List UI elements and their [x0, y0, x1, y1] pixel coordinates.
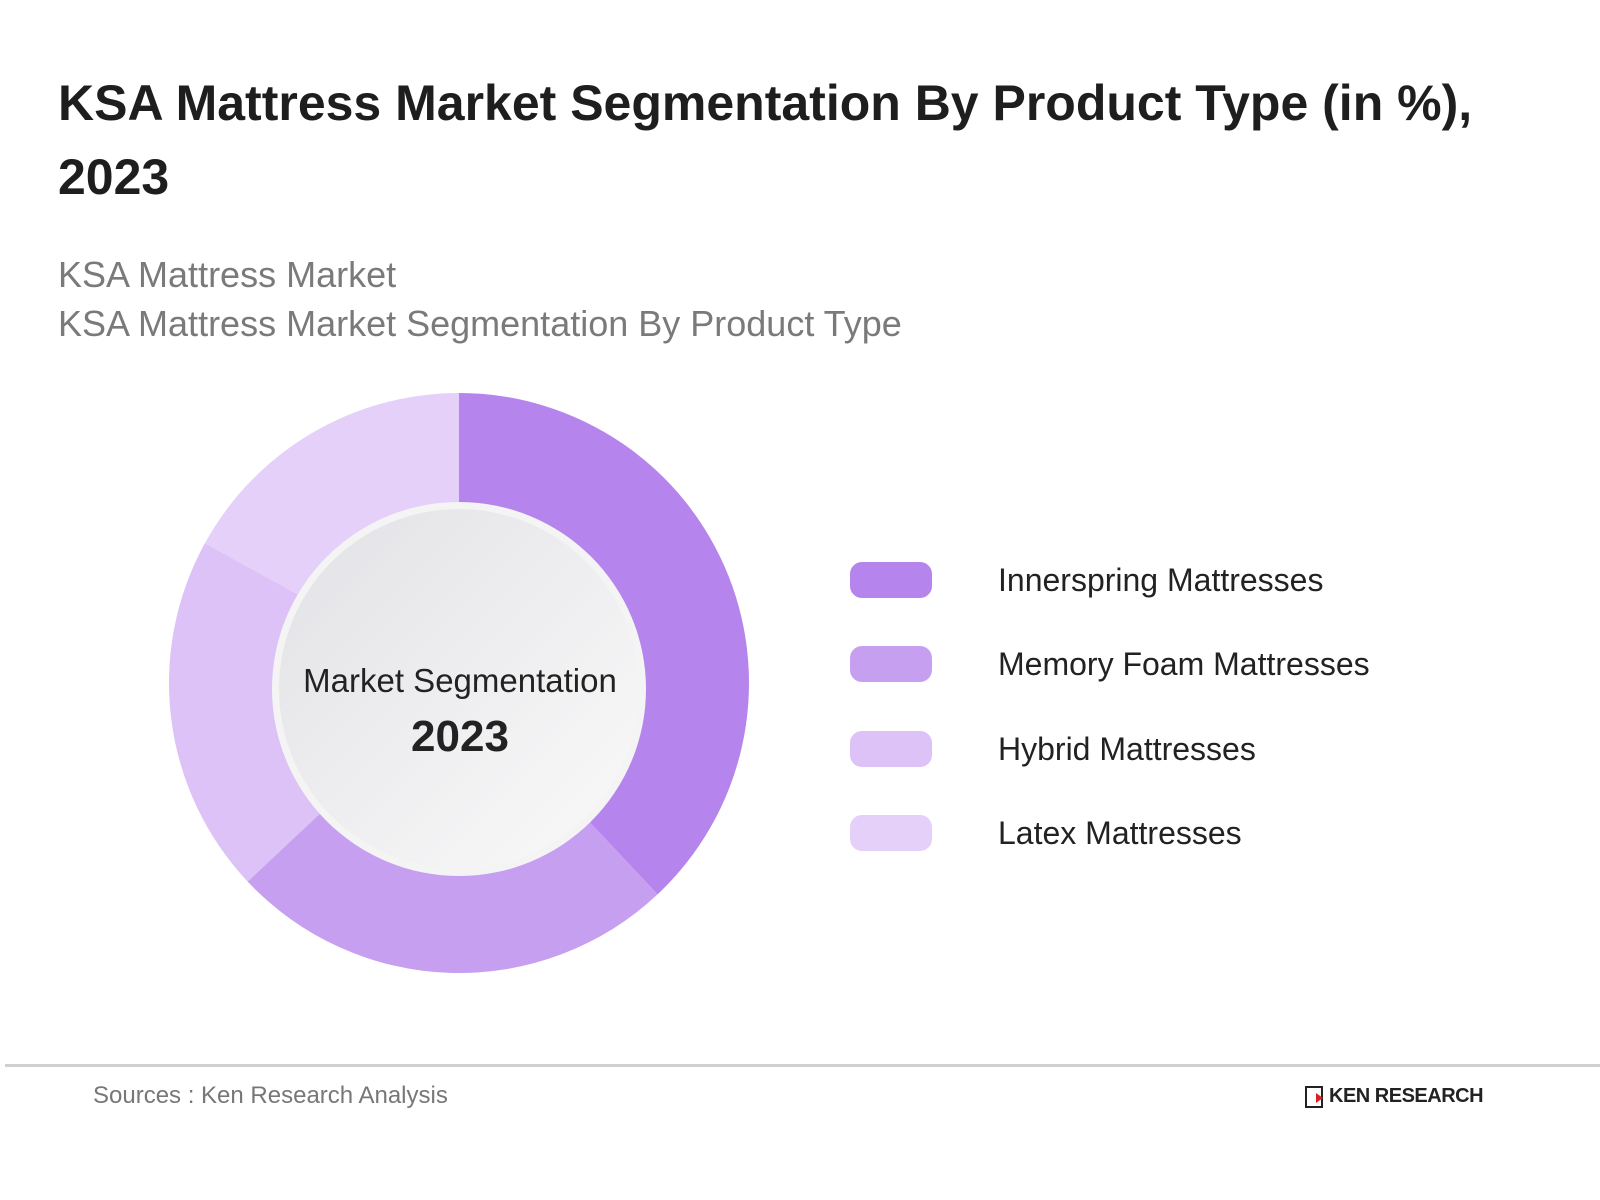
legend-label: Latex Mattresses — [998, 814, 1242, 851]
chart-title: KSA Mattress Market Segmentation By Prod… — [58, 75, 1473, 205]
legend-label: Hybrid Mattresses — [998, 730, 1256, 767]
legend-label: Memory Foam Mattresses — [998, 645, 1370, 682]
legend-swatch — [850, 815, 932, 851]
legend-label: Innerspring Mattresses — [998, 561, 1324, 598]
legend-item: Hybrid Mattresses — [850, 729, 1256, 769]
legend-swatch — [850, 562, 932, 598]
footer-divider — [5, 1064, 1600, 1067]
center-disc — [279, 509, 639, 869]
legend-swatch — [850, 646, 932, 682]
center-value: 2023 — [411, 712, 509, 761]
logo-text: KEN RESEARCH — [1329, 1085, 1484, 1107]
legend-item: Latex Mattresses — [850, 813, 1242, 853]
center-label: Market Segmentation — [303, 662, 617, 699]
logo-mark-icon — [1305, 1085, 1323, 1108]
legend-item: Memory Foam Mattresses — [850, 644, 1370, 684]
legend-item: Innerspring Mattresses — [850, 560, 1323, 600]
legend-swatch — [850, 731, 932, 767]
ken-research-logo: KEN RESEARCH — [1305, 1085, 1484, 1108]
chart-subtitle-2: KSA Mattress Market Segmentation By Prod… — [58, 303, 902, 344]
source-note: Sources : Ken Research Analysis — [93, 1082, 448, 1109]
chart-subtitle-1: KSA Mattress Market — [58, 254, 397, 295]
